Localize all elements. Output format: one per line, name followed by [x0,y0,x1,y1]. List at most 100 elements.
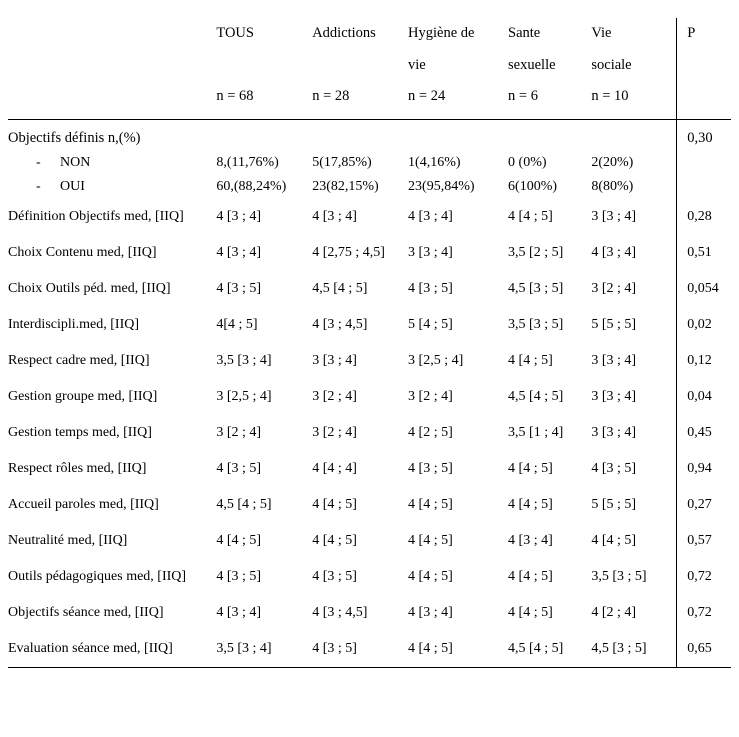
cell: 4 [2 ; 5] [408,415,508,451]
p-value: 0,65 [677,631,731,668]
cell: 5 [4 ; 5] [408,307,508,343]
cell: 4 [3 ; 4] [312,199,408,235]
sub-label: OUI [8,175,216,199]
col-n: n = 28 [312,81,408,113]
section-title-row: Objectifs définis n,(%) 0,30 [8,119,731,151]
p-value: 0,27 [677,487,731,523]
cell: 4 [4 ; 5] [408,523,508,559]
table-row: Respect rôles med, [IIQ] 4 [3 ; 5] 4 [4 … [8,451,731,487]
cell: 4 [3 ; 4,5] [312,307,408,343]
cell: 4 [4 ; 5] [508,451,591,487]
table-row: Interdiscipli.med, [IIQ] 4[4 ; 5] 4 [3 ;… [8,307,731,343]
cell: 60,(88,24%) [216,175,312,199]
col-n: n = 10 [591,81,676,113]
cell: 4,5 [4 ; 5] [508,379,591,415]
col-n: n = 68 [216,81,312,113]
table-row: Choix Outils péd. med, [IIQ] 4 [3 ; 5] 4… [8,271,731,307]
p-value: 0,72 [677,559,731,595]
stats-table: TOUS Addictions Hygiène de Sante Vie P v… [8,18,731,668]
row-label: Respect cadre med, [IIQ] [8,343,216,379]
table-row: Objectifs séance med, [IIQ] 4 [3 ; 4] 4 … [8,595,731,631]
row-label: Gestion groupe med, [IIQ] [8,379,216,415]
header-row-2: vie sexuelle sociale [8,50,731,82]
cell: 1(4,16%) [408,151,508,175]
cell: 3 [2 ; 4] [591,271,676,307]
p-value: 0,72 [677,595,731,631]
cell: 4 [3 ; 4] [408,199,508,235]
header-row-3: n = 68 n = 28 n = 24 n = 6 n = 10 [8,81,731,113]
row-label: Choix Outils péd. med, [IIQ] [8,271,216,307]
sub-label: NON [8,151,216,175]
cell: 8(80%) [591,175,676,199]
cell: 4 [4 ; 5] [408,559,508,595]
col-header: TOUS [216,18,312,50]
cell: 4 [3 ; 5] [408,451,508,487]
cell: 4 [3 ; 4] [408,595,508,631]
cell: 3 [2 ; 4] [312,379,408,415]
p-value: 0,28 [677,199,731,235]
cell: 3 [3 ; 4] [591,415,676,451]
table-row: Définition Objectifs med, [IIQ] 4 [3 ; 4… [8,199,731,235]
cell: 4 [3 ; 4] [216,595,312,631]
row-label: Evaluation séance med, [IIQ] [8,631,216,668]
col-header: sociale [591,50,676,82]
p-value: 0,45 [677,415,731,451]
cell: 4 [4 ; 5] [591,523,676,559]
p-header: P [677,18,731,50]
cell: 4 [4 ; 5] [508,559,591,595]
cell: 8,(11,76%) [216,151,312,175]
cell: 4 [3 ; 5] [591,451,676,487]
col-header: vie [408,50,508,82]
cell: 3 [3 ; 4] [591,379,676,415]
p-value: 0,94 [677,451,731,487]
cell: 4 [3 ; 5] [216,271,312,307]
cell: 4 [2,75 ; 4,5] [312,235,408,271]
p-value: 0,054 [677,271,731,307]
table-row: Neutralité med, [IIQ] 4 [4 ; 5] 4 [4 ; 5… [8,523,731,559]
cell: 4 [3 ; 4] [216,199,312,235]
table-row: Outils pédagogiques med, [IIQ] 4 [3 ; 5]… [8,559,731,595]
row-label: Outils pédagogiques med, [IIQ] [8,559,216,595]
cell: 4 [3 ; 5] [312,559,408,595]
cell: 6(100%) [508,175,591,199]
col-header [216,50,312,82]
cell: 5 [5 ; 5] [591,487,676,523]
row-label: Interdiscipli.med, [IIQ] [8,307,216,343]
table-row: Gestion groupe med, [IIQ] 3 [2,5 ; 4] 3 … [8,379,731,415]
row-label: Respect rôles med, [IIQ] [8,451,216,487]
cell: 4 [3 ; 4] [216,235,312,271]
col-header: Addictions [312,18,408,50]
p-value: 0,30 [677,119,731,151]
cell: 3,5 [3 ; 4] [216,631,312,668]
cell: 4 [2 ; 4] [591,595,676,631]
cell: 3 [2 ; 4] [312,415,408,451]
col-header: Hygiène de [408,18,508,50]
p-value: 0,57 [677,523,731,559]
cell: 3 [2,5 ; 4] [408,343,508,379]
cell: 4 [4 ; 5] [508,343,591,379]
row-label: Objectifs séance med, [IIQ] [8,595,216,631]
cell: 4[4 ; 5] [216,307,312,343]
section-title: Objectifs définis n,(%) [8,119,216,151]
p-value: 0,12 [677,343,731,379]
cell: 4,5 [3 ; 5] [591,631,676,668]
cell: 4,5 [3 ; 5] [508,271,591,307]
cell: 4 [4 ; 5] [312,487,408,523]
cell: 3,5 [3 ; 4] [216,343,312,379]
cell: 4 [4 ; 5] [408,487,508,523]
cell: 4 [3 ; 4] [508,523,591,559]
cell: 4 [4 ; 5] [508,595,591,631]
table-row: Choix Contenu med, [IIQ] 4 [3 ; 4] 4 [2,… [8,235,731,271]
cell: 23(82,15%) [312,175,408,199]
cell: 3 [3 ; 4] [312,343,408,379]
section-sub-row: OUI 60,(88,24%) 23(82,15%) 23(95,84%) 6(… [8,175,731,199]
row-label: Neutralité med, [IIQ] [8,523,216,559]
cell: 4 [4 ; 5] [408,631,508,668]
cell: 0 (0%) [508,151,591,175]
cell: 3 [2 ; 4] [216,415,312,451]
section-sub-row: NON 8,(11,76%) 5(17,85%) 1(4,16%) 0 (0%)… [8,151,731,175]
cell: 3 [2,5 ; 4] [216,379,312,415]
cell: 3 [3 ; 4] [408,235,508,271]
cell: 23(95,84%) [408,175,508,199]
cell: 3 [2 ; 4] [408,379,508,415]
